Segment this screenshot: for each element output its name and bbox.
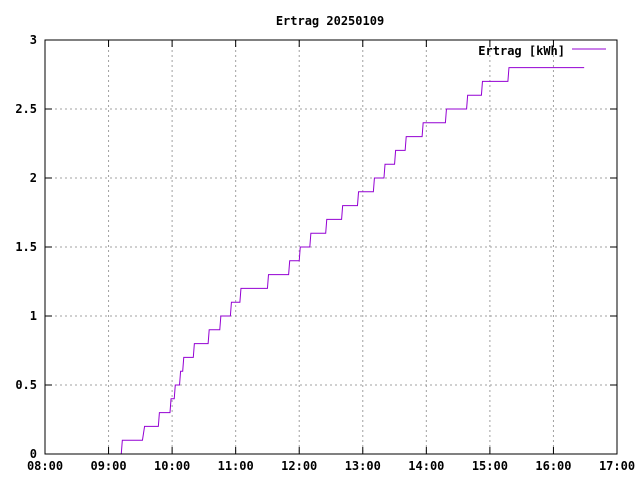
chart-title: Ertrag 20250109	[276, 14, 384, 28]
y-tick-label: 0.5	[15, 378, 37, 392]
x-tick-label: 13:00	[345, 459, 381, 473]
legend-label: Ertrag [kWh]	[478, 44, 565, 58]
series-layer	[120, 67, 585, 455]
x-tick-label: 15:00	[472, 459, 508, 473]
y-tick-label: 1	[30, 309, 37, 323]
tick-labels: 08:00 09:00 10:00 11:00 12:00 13:00 14:00 15:00…	[15, 33, 635, 473]
x-tick-label: 08:00	[27, 459, 63, 473]
ticks	[44, 39, 618, 455]
x-tick-label: 14:00	[408, 459, 444, 473]
y-tick-label: 1.5	[15, 240, 37, 254]
x-tick-label: 11:00	[218, 459, 254, 473]
y-tick-label: 2	[30, 171, 37, 185]
x-tick-label: 12:00	[281, 459, 317, 473]
x-tick-label: 16:00	[535, 459, 571, 473]
y-tick-label: 0	[30, 447, 37, 461]
y-tick-label: 3	[30, 33, 37, 47]
y-tick-label: 2.5	[15, 102, 37, 116]
legend: Ertrag [kWh]	[478, 44, 606, 58]
x-tick-label: 09:00	[90, 459, 126, 473]
x-tick-label: 10:00	[154, 459, 190, 473]
x-tick-label: 17:00	[599, 459, 635, 473]
series-line	[120, 67, 585, 455]
grid	[45, 40, 617, 454]
